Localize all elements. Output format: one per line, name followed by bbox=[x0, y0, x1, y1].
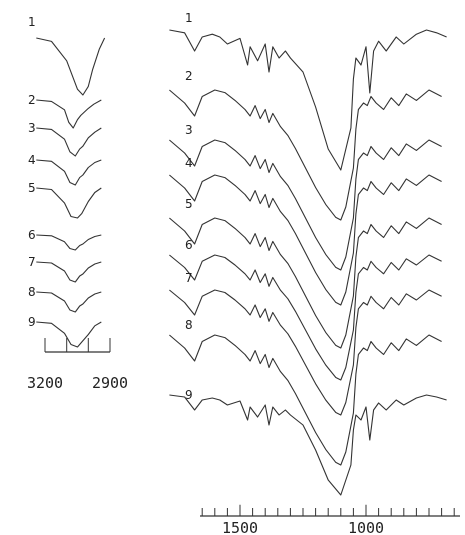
right-trace-label-8: 8 bbox=[185, 318, 193, 332]
left-trace-5 bbox=[36, 187, 102, 219]
left-trace-8 bbox=[36, 291, 102, 313]
left-trace-label-8: 8 bbox=[28, 285, 36, 299]
right-trace-4 bbox=[169, 174, 442, 306]
left-trace-9 bbox=[36, 321, 102, 348]
left-trace-label-5: 5 bbox=[28, 181, 36, 195]
left-tick-label-2900: 2900 bbox=[92, 374, 128, 392]
left-trace-label-6: 6 bbox=[28, 228, 36, 242]
left-tick-label-3200: 3200 bbox=[27, 374, 63, 392]
right-trace-5 bbox=[169, 217, 442, 349]
right-trace-label-3: 3 bbox=[185, 123, 193, 137]
right-trace-label-2: 2 bbox=[185, 69, 193, 83]
left-trace-label-4: 4 bbox=[28, 153, 36, 167]
left-trace-7 bbox=[36, 261, 102, 283]
left-trace-label-2: 2 bbox=[28, 93, 36, 107]
left-trace-label-3: 3 bbox=[28, 121, 36, 135]
right-trace-2 bbox=[169, 89, 442, 221]
left-trace-6 bbox=[36, 234, 102, 251]
right-tick-label-1000: 1000 bbox=[348, 519, 384, 535]
left-trace-4 bbox=[36, 159, 102, 186]
right-trace-label-9: 9 bbox=[185, 388, 193, 402]
left-spectra-panel: 1 2 3 4 5 6 7 8 9 3200 2900 bbox=[27, 15, 128, 392]
left-trace-2 bbox=[36, 99, 102, 129]
right-trace-7 bbox=[169, 289, 442, 416]
right-spectra-panel: 1 2 3 4 5 6 7 8 9 1500 1000 bbox=[169, 11, 460, 535]
left-trace-3 bbox=[36, 127, 102, 157]
right-tick-label-1500: 1500 bbox=[222, 519, 258, 535]
right-trace-label-7: 7 bbox=[185, 271, 193, 285]
right-trace-label-1: 1 bbox=[185, 11, 193, 25]
right-trace-label-6: 6 bbox=[185, 238, 193, 252]
left-trace-label-7: 7 bbox=[28, 255, 36, 269]
right-trace-9 bbox=[169, 394, 447, 496]
right-trace-3 bbox=[169, 139, 442, 271]
right-trace-6 bbox=[169, 254, 442, 381]
right-trace-label-4: 4 bbox=[185, 156, 193, 170]
right-trace-8 bbox=[169, 334, 442, 466]
left-trace-1 bbox=[36, 37, 106, 96]
left-trace-label-9: 9 bbox=[28, 315, 36, 329]
right-trace-label-5: 5 bbox=[185, 197, 193, 211]
left-trace-label-1: 1 bbox=[28, 15, 36, 29]
right-trace-1 bbox=[169, 29, 447, 171]
